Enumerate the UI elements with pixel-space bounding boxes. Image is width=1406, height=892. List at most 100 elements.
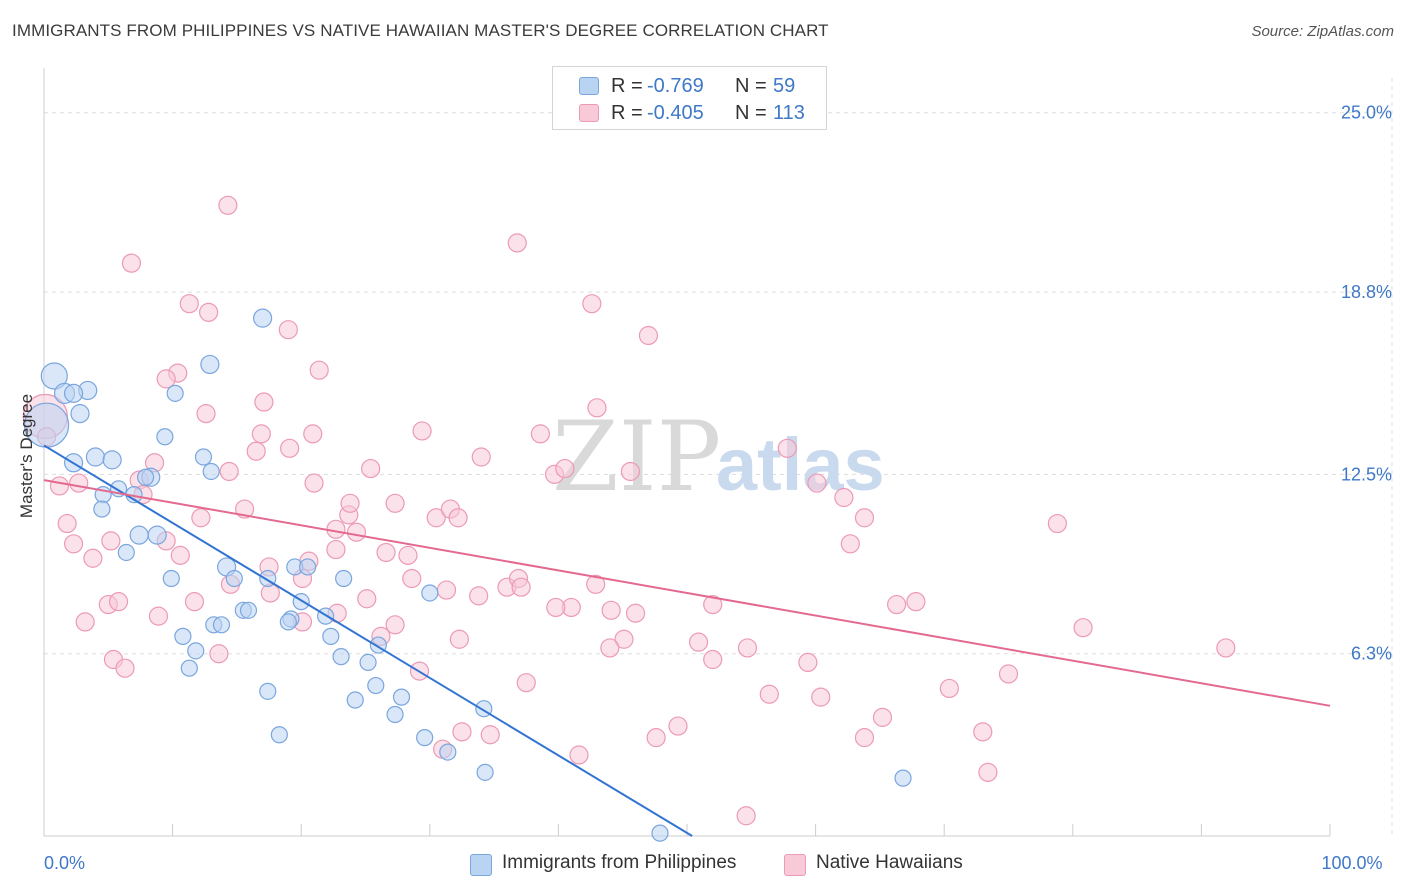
point-native-hawaiians [507,233,527,253]
legend-r-label: R = [611,102,643,124]
point-native-hawaiians [703,649,723,670]
point-native-hawaiians [600,638,620,658]
x-tick-label: 0.0% [44,853,85,873]
point-native-hawaiians [646,728,666,748]
point-native-hawaiians [115,658,135,678]
point-native-hawaiians [304,473,324,493]
x-tick-label: 100.0% [1321,853,1382,873]
point-philippines [156,428,174,446]
point-native-hawaiians [688,632,709,652]
point-native-hawaiians [798,652,818,673]
point-native-hawaiians [280,438,300,458]
legend-label-philippines[interactable]: Immigrants from Philippines [502,852,737,873]
point-native-hawaiians [63,534,84,554]
point-native-hawaiians [156,369,176,389]
legend-swatch-native-hawaiians[interactable] [784,854,806,876]
y-tick-label: 25.0% [1341,103,1392,123]
point-philippines [166,384,184,402]
point-native-hawaiians [777,438,797,458]
point-philippines [367,676,385,695]
point-native-hawaiians [75,612,95,632]
point-native-hawaiians [1047,513,1067,534]
point-philippines [162,569,180,588]
point-native-hawaiians [179,294,199,314]
point-native-hawaiians [906,592,926,612]
point-native-hawaiians [668,716,688,736]
point-native-hawaiians [340,493,360,513]
trend-line-philippines [43,444,693,837]
point-native-hawaiians [108,592,129,612]
legend-n-label: N = [735,75,767,97]
legend-n-value: 59 [773,75,796,97]
point-native-hawaiians [412,421,432,441]
point-native-hawaiians [254,392,274,412]
point-native-hawaiians [998,664,1019,684]
point-philippines [70,404,90,424]
tick-labels: 6.3% 12.5% 18.8% 25.0% 0.0% 100.0% [44,103,1392,873]
point-native-hawaiians [811,687,831,707]
y-tick-label: 6.3% [1351,644,1392,664]
watermark-atlas: atlas [716,423,885,506]
point-philippines [174,627,192,645]
point-native-hawaiians [887,594,907,615]
point-native-hawaiians [148,606,169,626]
point-native-hawaiians [1073,618,1093,638]
point-philippines [194,448,213,466]
point-native-hawaiians [840,534,860,554]
trend-line-native-hawaiians [43,479,1331,707]
watermark: ZIP atlas [552,401,885,513]
y-axis-label: Master's Degree [17,394,36,518]
point-native-hawaiians [703,594,723,615]
point-native-hawaiians [448,508,468,528]
point-native-hawaiians [402,568,422,589]
point-native-hawaiians [614,629,634,649]
point-philippines [136,468,155,486]
data-points [22,195,1236,842]
point-philippines [200,354,220,375]
point-philippines [299,558,317,576]
point-native-hawaiians [737,638,758,658]
point-native-hawaiians [83,548,103,568]
trend-lines [43,444,1331,837]
point-philippines [476,763,494,781]
point-philippines [439,743,457,761]
point-native-hawaiians [511,577,531,597]
point-native-hawaiians [449,629,469,649]
point-native-hawaiians [638,325,659,346]
legend-n-label: N = [735,102,767,124]
point-native-hawaiians [426,508,446,528]
point-philippines [279,613,297,631]
chart-source: Source: ZipAtlas.com [1251,23,1394,40]
point-native-hawaiians [278,320,298,340]
point-native-hawaiians [376,542,396,563]
point-native-hawaiians [101,531,121,551]
point-philippines [93,500,111,518]
point-philippines [651,824,669,842]
legend-r-label: R = [611,75,643,97]
point-native-hawaiians [587,398,607,418]
point-philippines [63,383,84,403]
point-native-hawaiians [569,745,589,765]
point-philippines [202,462,220,481]
legend-r-value: -0.769 [647,75,704,97]
legend-row-native-hawaiians: R = -0.405 N = 113 [553,100,826,126]
point-philippines [270,726,288,744]
point-native-hawaiians [436,580,457,600]
legend-swatch-philippines[interactable] [470,854,492,876]
point-native-hawaiians [973,722,993,742]
point-philippines [392,688,411,706]
point-philippines [180,659,198,677]
point-native-hawaiians [309,360,329,380]
point-philippines [187,642,205,660]
legend-label-native-hawaiians[interactable]: Native Hawaiians [816,852,963,873]
point-native-hawaiians [303,424,323,444]
point-philippines [239,601,258,619]
legend-swatch-pink [579,104,599,122]
point-native-hawaiians [346,522,367,542]
point-native-hawaiians [191,508,211,528]
point-philippines [259,682,277,700]
point-native-hawaiians [530,424,550,444]
point-native-hawaiians [807,473,827,493]
point-native-hawaiians [625,603,646,623]
